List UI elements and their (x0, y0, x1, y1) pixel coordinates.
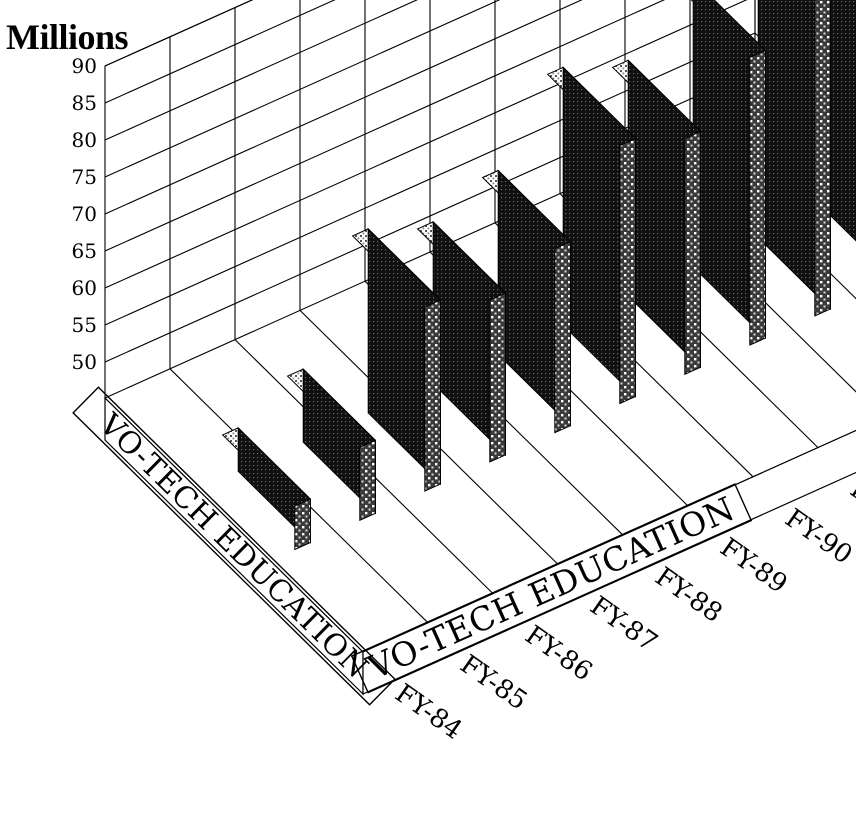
gridline (104, 0, 856, 289)
gridline (104, 0, 856, 215)
bar-front (294, 498, 311, 551)
x-tick-label: FY-88 (649, 562, 727, 629)
bar-front (424, 299, 441, 492)
bar-fy-90 (611, 59, 702, 376)
bar-side (757, 0, 831, 311)
x-tick-label: FY-90 (779, 503, 856, 570)
bar-front (619, 137, 636, 405)
bar-fy-85 (286, 367, 377, 522)
series-label-left-frame (72, 386, 396, 706)
gridline (104, 0, 336, 104)
bar-fy-84 (221, 426, 312, 551)
gridline (104, 0, 418, 141)
bar-fy-89 (546, 66, 637, 405)
y-tick-label-left: 65 (72, 239, 97, 263)
y-tick-label-left: 80 (72, 128, 97, 152)
bars (221, 0, 856, 551)
bar-side (822, 0, 856, 242)
y-tick-label-left: 60 (72, 276, 97, 300)
gridline (104, 0, 856, 252)
x-tick-label: FY-91 (844, 474, 856, 541)
gridline (104, 32, 856, 326)
bar-fy-87 (416, 220, 507, 463)
y-tick-label-left: 85 (72, 91, 97, 115)
y-tick-labels: 505055556060656570707575808085859090 (72, 54, 97, 374)
bar-front (359, 439, 376, 522)
bar-front (554, 240, 571, 434)
bar-fy-92 (757, 0, 831, 317)
y-tick-label-left: 55 (72, 313, 97, 337)
y-tick-label-left: 70 (72, 202, 97, 226)
y-tick-label-left: 90 (72, 54, 97, 78)
y-tick-label-left: 75 (72, 165, 97, 189)
bar-fy-91 (690, 0, 767, 346)
bar-front (684, 130, 701, 376)
bar-fy-93 (822, 0, 856, 242)
x-tick-label: FY-89 (714, 533, 792, 600)
bar-front (489, 292, 506, 463)
bar-fy-88 (481, 169, 572, 434)
x-tick-label: FY-86 (519, 620, 597, 687)
y-tick-label-left: 50 (72, 350, 97, 374)
bar-front (749, 49, 766, 346)
bar-front (814, 0, 831, 317)
x-tick-label: FY-85 (454, 649, 532, 716)
bar-fy-86 (351, 227, 442, 492)
y-axis-title: Millions (6, 17, 129, 57)
series-label-front-frame (350, 483, 753, 694)
x-tick-label: FY-87 (584, 591, 662, 658)
x-tick-label: FY-84 (389, 679, 467, 746)
gridline (104, 0, 501, 178)
